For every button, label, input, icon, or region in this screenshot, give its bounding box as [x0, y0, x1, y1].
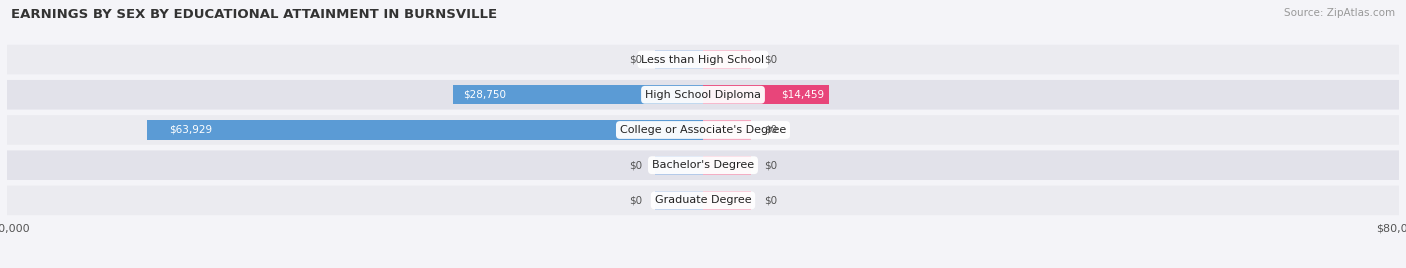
Bar: [453, 85, 703, 105]
Bar: [703, 85, 828, 105]
FancyBboxPatch shape: [7, 115, 1399, 145]
Text: Graduate Degree: Graduate Degree: [655, 195, 751, 205]
Bar: [655, 155, 703, 175]
Text: $0: $0: [763, 160, 778, 170]
Bar: [703, 50, 751, 69]
Bar: [655, 50, 703, 69]
FancyBboxPatch shape: [7, 150, 1399, 180]
Text: College or Associate's Degree: College or Associate's Degree: [620, 125, 786, 135]
Text: $14,459: $14,459: [780, 90, 824, 100]
Text: $63,929: $63,929: [169, 125, 212, 135]
Bar: [655, 191, 703, 210]
Text: $0: $0: [628, 160, 643, 170]
Text: $0: $0: [763, 55, 778, 65]
FancyBboxPatch shape: [7, 80, 1399, 110]
Text: $0: $0: [763, 125, 778, 135]
Text: $0: $0: [763, 195, 778, 205]
Bar: [146, 120, 703, 140]
Text: $28,750: $28,750: [463, 90, 506, 100]
FancyBboxPatch shape: [7, 186, 1399, 215]
Text: Less than High School: Less than High School: [641, 55, 765, 65]
Bar: [703, 191, 751, 210]
Text: EARNINGS BY SEX BY EDUCATIONAL ATTAINMENT IN BURNSVILLE: EARNINGS BY SEX BY EDUCATIONAL ATTAINMEN…: [11, 8, 498, 21]
Bar: [703, 155, 751, 175]
Bar: [703, 120, 751, 140]
FancyBboxPatch shape: [7, 45, 1399, 74]
Text: High School Diploma: High School Diploma: [645, 90, 761, 100]
Text: Bachelor's Degree: Bachelor's Degree: [652, 160, 754, 170]
Text: $0: $0: [628, 55, 643, 65]
Text: Source: ZipAtlas.com: Source: ZipAtlas.com: [1284, 8, 1395, 18]
Text: $0: $0: [628, 195, 643, 205]
